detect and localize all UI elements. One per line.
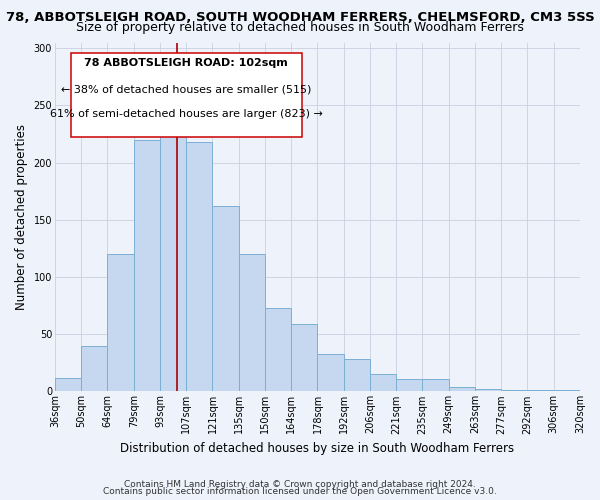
Bar (55, 378, 81, 392)
FancyBboxPatch shape (71, 53, 302, 136)
Bar (527, 390, 554, 392)
Bar (554, 390, 580, 392)
Bar (344, 360, 370, 392)
Text: 78, ABBOTSLEIGH ROAD, SOUTH WOODHAM FERRERS, CHELMSFORD, CM3 5SS: 78, ABBOTSLEIGH ROAD, SOUTH WOODHAM FERR… (5, 11, 595, 24)
Text: Contains public sector information licensed under the Open Government Licence v3: Contains public sector information licen… (103, 487, 497, 496)
Bar (501, 390, 527, 392)
Bar (449, 387, 475, 392)
Bar (475, 389, 501, 392)
Bar (212, 206, 239, 392)
Bar (370, 374, 396, 392)
Bar (265, 308, 291, 392)
Bar (291, 324, 317, 392)
Text: 78 ABBOTSLEIGH ROAD: 102sqm: 78 ABBOTSLEIGH ROAD: 102sqm (85, 58, 288, 68)
Bar (317, 354, 344, 392)
X-axis label: Distribution of detached houses by size in South Woodham Ferrers: Distribution of detached houses by size … (121, 442, 515, 455)
Bar (81, 346, 107, 392)
Bar (107, 254, 134, 392)
Text: Size of property relative to detached houses in South Woodham Ferrers: Size of property relative to detached ho… (76, 21, 524, 34)
Y-axis label: Number of detached properties: Number of detached properties (15, 124, 28, 310)
Bar (396, 379, 422, 392)
Bar (160, 126, 186, 392)
Text: ← 38% of detached houses are smaller (515): ← 38% of detached houses are smaller (51… (61, 84, 311, 94)
Bar (186, 142, 212, 392)
Text: 61% of semi-detached houses are larger (823) →: 61% of semi-detached houses are larger (… (50, 109, 323, 119)
Bar (239, 254, 265, 392)
Bar (134, 140, 160, 392)
Text: Contains HM Land Registry data © Crown copyright and database right 2024.: Contains HM Land Registry data © Crown c… (124, 480, 476, 489)
Bar (422, 379, 449, 392)
